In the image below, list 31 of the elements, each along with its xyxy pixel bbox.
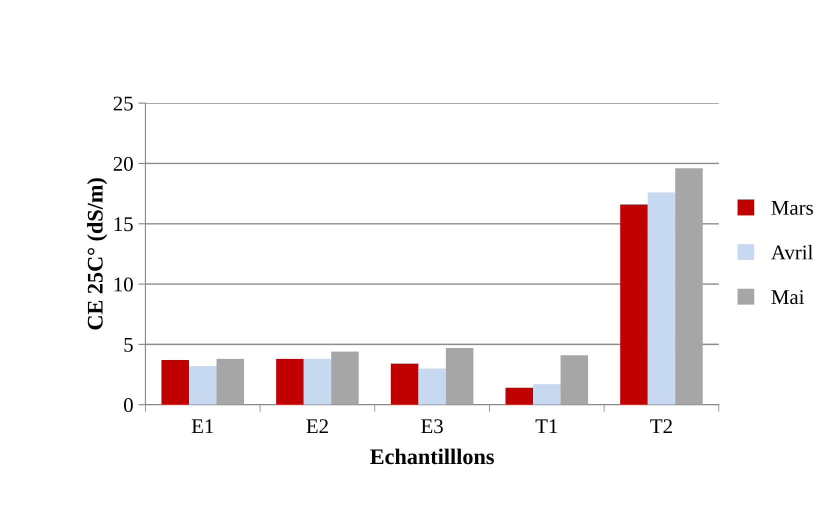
bar	[675, 168, 703, 405]
y-axis-title: CE 25C° (dS/m)	[87, 178, 108, 330]
legend-label: Avril	[771, 244, 813, 260]
legend-label: Mai	[771, 290, 804, 304]
legend-label: Mars	[771, 201, 813, 215]
y-tick-label: 0	[124, 398, 133, 412]
x-axis-title: Echantilllons	[370, 448, 494, 464]
x-tick-label: E1	[192, 419, 214, 434]
bar	[446, 348, 474, 405]
y-tick-label: 20	[114, 156, 133, 171]
bar	[620, 204, 648, 405]
y-tick-label: 25	[114, 96, 133, 111]
y-tick-label: 5	[124, 338, 133, 352]
bar	[216, 358, 244, 405]
bar	[331, 352, 359, 405]
bar	[276, 358, 304, 405]
bar	[189, 366, 217, 405]
x-tick-label: T2	[650, 419, 672, 434]
y-tick-label: 10	[114, 277, 133, 292]
bar	[533, 384, 561, 405]
y-tick-label: 15	[114, 217, 133, 232]
bar	[418, 368, 446, 405]
x-tick-label: E3	[421, 419, 443, 434]
bar	[560, 355, 588, 405]
bar	[390, 364, 418, 405]
bar	[161, 360, 190, 405]
bar	[648, 192, 676, 405]
x-tick-label: E2	[306, 419, 328, 434]
bar	[304, 358, 332, 405]
bar	[506, 388, 534, 405]
x-tick-label: T1	[536, 419, 558, 434]
